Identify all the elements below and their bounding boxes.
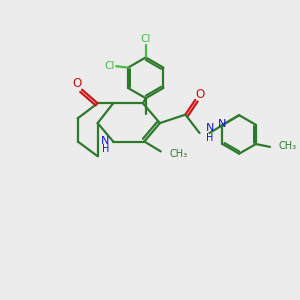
Text: O: O bbox=[73, 77, 82, 90]
Text: N: N bbox=[206, 123, 214, 133]
Text: H: H bbox=[206, 133, 213, 143]
Text: N: N bbox=[218, 119, 226, 129]
Text: Cl: Cl bbox=[104, 61, 115, 71]
Text: O: O bbox=[196, 88, 205, 101]
Text: N: N bbox=[100, 136, 109, 146]
Text: H: H bbox=[102, 144, 109, 154]
Text: CH₃: CH₃ bbox=[278, 141, 297, 151]
Text: CH₃: CH₃ bbox=[170, 149, 188, 159]
Text: Cl: Cl bbox=[141, 34, 151, 44]
